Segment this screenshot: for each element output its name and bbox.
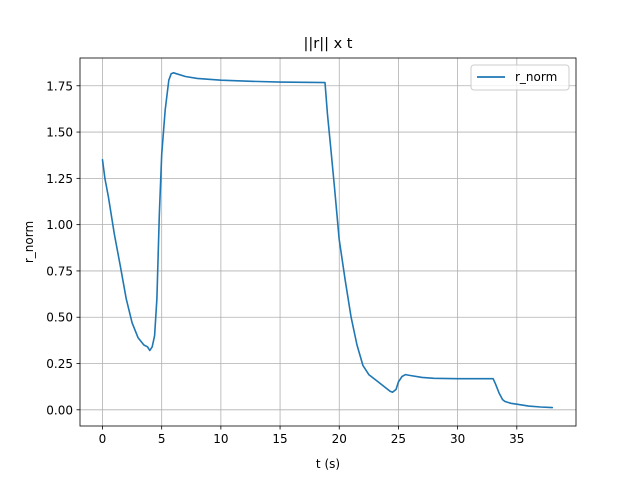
x-axis: 0 5 10 15 20 25 30 35 xyxy=(99,426,524,446)
legend: r_norm xyxy=(470,64,570,91)
y-tick-label: 1.00 xyxy=(46,218,73,232)
y-axis: 0.00 0.25 0.50 0.75 1.00 1.25 1.50 1.75 xyxy=(46,79,80,417)
y-tick-label: 0.50 xyxy=(46,311,73,325)
y-tick-label: 1.75 xyxy=(46,79,73,93)
x-tick-label: 30 xyxy=(450,432,465,446)
y-tick-label: 0.00 xyxy=(46,403,73,417)
series-line-r-norm xyxy=(101,72,554,409)
x-tick-label: 35 xyxy=(509,432,524,446)
plot-frame xyxy=(79,57,577,427)
x-tick-label: 0 xyxy=(99,432,107,446)
y-tick-label: 1.50 xyxy=(46,126,73,140)
x-tick-label: 25 xyxy=(391,432,406,446)
x-tick-label: 10 xyxy=(213,432,228,446)
series-layer xyxy=(101,72,554,409)
legend-entry-r-norm: r_norm xyxy=(515,70,557,84)
y-tick-label: 1.25 xyxy=(46,172,73,186)
x-tick-label: 15 xyxy=(272,432,287,446)
x-tick-label: 5 xyxy=(158,432,166,446)
grid-lines xyxy=(80,58,576,426)
x-tick-label: 20 xyxy=(332,432,347,446)
y-tick-label: 0.25 xyxy=(46,357,73,371)
y-axis-label: r_norm xyxy=(22,221,36,263)
y-tick-label: 0.75 xyxy=(46,264,73,278)
legend-box xyxy=(470,64,570,91)
x-axis-label: t (s) xyxy=(316,457,340,471)
chart-title: ||r|| x t xyxy=(304,36,353,52)
